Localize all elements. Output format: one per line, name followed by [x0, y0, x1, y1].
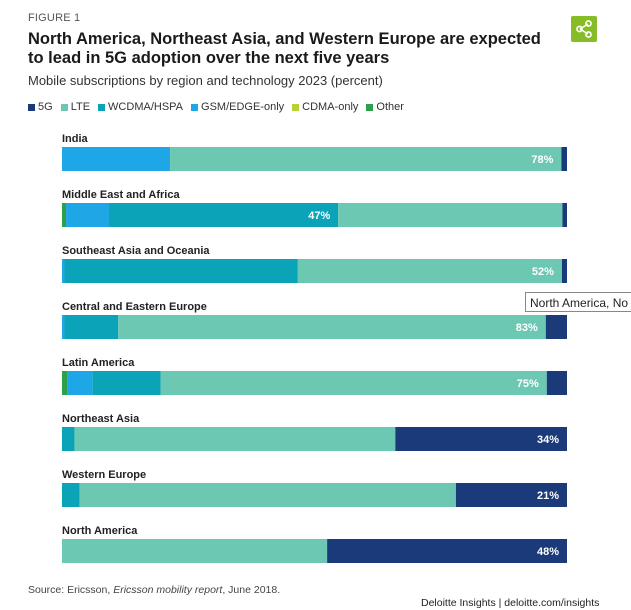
- source-report-title: Ericsson mobility report: [113, 584, 223, 596]
- category-label: Northeast Asia: [62, 413, 140, 425]
- legend-item: WCDMA/HSPA: [98, 101, 183, 113]
- source-suffix: , June 2018.: [222, 584, 281, 596]
- bar-segment: [62, 371, 68, 395]
- data-label: 75%: [517, 378, 539, 390]
- bar-segment: [62, 539, 328, 563]
- data-label: 83%: [516, 322, 538, 334]
- legend-label: GSM/EDGE-only: [201, 101, 285, 113]
- category-label: Middle East and Africa: [62, 189, 180, 201]
- bar-segment: [118, 315, 546, 339]
- bar-segment: [79, 483, 456, 507]
- bar-segment: [562, 203, 567, 227]
- bar-segment: [455, 483, 567, 507]
- source-note: Source: Ericsson, Ericsson mobility repo…: [28, 584, 280, 596]
- bar-segment: [64, 315, 119, 339]
- share-button[interactable]: [571, 16, 597, 42]
- source-prefix: Source: Ericsson,: [28, 584, 114, 596]
- data-label: 21%: [537, 490, 559, 502]
- bar-segment: [92, 371, 161, 395]
- bar-segment: [327, 539, 567, 563]
- legend-swatch: [28, 103, 35, 111]
- legend-label: LTE: [70, 101, 91, 113]
- bar-segment: [545, 315, 567, 339]
- category-label: North America: [62, 525, 138, 537]
- legend-swatch: [98, 103, 106, 111]
- data-label: 52%: [532, 266, 554, 278]
- data-label: 47%: [308, 210, 330, 222]
- legend-label: CDMA-only: [302, 101, 359, 113]
- legend-label: Other: [376, 101, 404, 113]
- category-label: India: [62, 133, 89, 145]
- category-label: Southeast Asia and Oceania: [62, 245, 210, 257]
- bar-segment: [170, 147, 562, 171]
- bar-segment: [561, 147, 567, 171]
- hover-tooltip: North America, No: [525, 292, 631, 312]
- data-label: 34%: [537, 434, 559, 446]
- bar-segment: [108, 203, 339, 227]
- bar-segment: [338, 203, 563, 227]
- chart-subtitle: Mobile subscriptions by region and techn…: [28, 73, 383, 88]
- legend-label: 5G: [38, 101, 53, 113]
- legend-item: CDMA-only: [292, 101, 358, 113]
- data-label: 78%: [531, 154, 553, 166]
- bar-segment: [64, 259, 298, 283]
- bar-segment: [67, 371, 93, 395]
- bar-segment: [62, 259, 65, 283]
- bar-segment: [62, 147, 171, 171]
- legend-label: WCDMA/HSPA: [108, 101, 184, 113]
- bar-segment: [561, 259, 567, 283]
- bar-segment: [62, 427, 75, 451]
- footer-credit: Deloitte Insights | deloitte.com/insight…: [421, 597, 600, 609]
- share-icon: [576, 20, 592, 38]
- bar-segment: [160, 371, 547, 395]
- figure-label: FIGURE 1: [28, 12, 81, 24]
- category-label: Latin America: [62, 357, 135, 369]
- bar-segment: [297, 259, 562, 283]
- bar-segment: [62, 483, 80, 507]
- bar-segment: [395, 427, 567, 451]
- bar-segment: [62, 203, 67, 227]
- legend-swatch: [60, 103, 68, 111]
- legend-swatch: [191, 103, 199, 111]
- legend-item: Other: [366, 101, 404, 113]
- data-label: 48%: [537, 546, 559, 558]
- legend-swatch: [292, 103, 300, 111]
- category-label: Central and Eastern Europe: [62, 301, 207, 313]
- legend-swatch: [366, 103, 374, 111]
- bar-segment: [66, 203, 109, 227]
- bar-segment: [62, 315, 65, 339]
- legend-item: LTE: [60, 101, 91, 113]
- bar-segment: [546, 371, 567, 395]
- legend-item: 5G: [28, 101, 53, 113]
- bar-segment: [74, 427, 396, 451]
- chart-title: North America, Northeast Asia, and Weste…: [28, 30, 541, 67]
- stacked-bar-chart: India 78% Middle East and Africa 47% Southea…: [62, 133, 567, 563]
- category-label: Western Europe: [62, 469, 146, 481]
- chart-legend: 5G LTE WCDMA/HSPA GSM/EDGE-only CDMA-only Oth…: [28, 101, 404, 113]
- legend-item: GSM/EDGE-only: [191, 101, 284, 113]
